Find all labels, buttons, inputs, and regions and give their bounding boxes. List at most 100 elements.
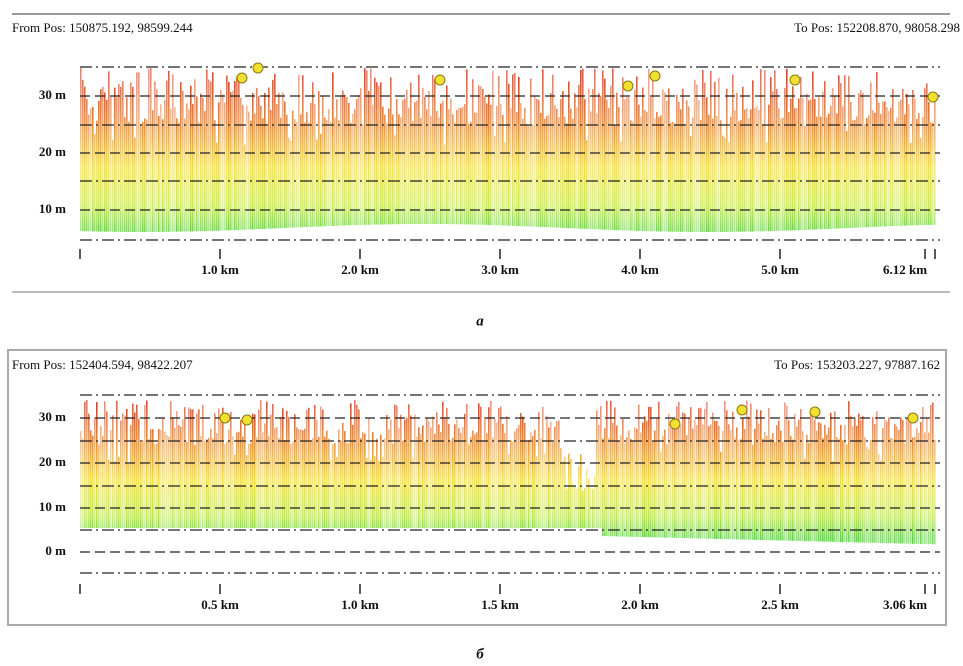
point-column — [904, 114, 906, 226]
point-column — [802, 98, 804, 230]
point-column — [446, 85, 448, 225]
point-column — [930, 122, 932, 225]
point-column — [864, 123, 866, 228]
point-column — [118, 84, 120, 232]
point-column — [160, 429, 162, 528]
point-column — [748, 416, 750, 540]
point-column — [90, 430, 92, 528]
point-column — [174, 107, 176, 232]
point-column — [494, 418, 496, 528]
point-column — [144, 405, 146, 528]
point-column — [750, 403, 752, 540]
point-column — [558, 420, 560, 528]
marker-point — [736, 404, 748, 416]
point-column — [272, 404, 274, 528]
point-column — [400, 414, 402, 528]
point-column — [130, 82, 132, 232]
point-column — [796, 107, 798, 231]
point-column — [120, 86, 122, 232]
point-column — [330, 460, 332, 528]
point-column — [684, 413, 686, 539]
point-column — [754, 428, 756, 540]
point-column — [114, 461, 116, 528]
point-column — [660, 115, 662, 232]
point-column — [280, 417, 282, 528]
point-column — [616, 92, 618, 231]
point-column — [206, 69, 208, 232]
point-column — [242, 436, 244, 528]
point-column — [228, 429, 230, 528]
point-column — [486, 433, 488, 528]
point-column — [908, 104, 910, 226]
point-column — [96, 402, 98, 528]
point-column — [302, 430, 304, 528]
point-column — [584, 99, 586, 229]
point-column — [606, 400, 608, 537]
point-column — [412, 121, 414, 225]
point-column — [450, 440, 452, 528]
point-column — [296, 427, 298, 528]
point-column — [620, 435, 622, 537]
point-column — [358, 94, 360, 226]
point-column — [792, 439, 794, 541]
point-column — [196, 96, 198, 232]
point-column — [760, 410, 762, 540]
point-column — [506, 416, 508, 528]
point-column — [612, 422, 614, 537]
point-column — [666, 444, 668, 538]
point-column — [350, 122, 352, 226]
point-column — [204, 111, 206, 232]
point-column — [490, 104, 492, 226]
point-column — [880, 114, 882, 227]
point-column — [454, 424, 456, 528]
point-column — [718, 425, 720, 539]
point-column — [564, 456, 566, 528]
point-column — [200, 435, 202, 528]
point-column — [368, 418, 370, 528]
point-column — [354, 400, 356, 528]
point-column — [356, 99, 358, 226]
point-column — [930, 405, 932, 545]
point-column — [656, 111, 658, 232]
point-column — [236, 432, 238, 528]
point-column — [650, 97, 652, 232]
marker-point — [241, 414, 253, 426]
point-column — [154, 81, 156, 232]
point-column — [306, 410, 308, 528]
point-column — [438, 424, 440, 528]
point-column — [632, 121, 634, 231]
point-column — [582, 490, 584, 528]
point-column — [388, 108, 390, 225]
point-column — [158, 429, 160, 528]
point-column — [96, 120, 98, 232]
point-column — [746, 400, 748, 540]
point-column — [738, 121, 740, 232]
point-column — [358, 409, 360, 528]
point-column — [310, 102, 312, 227]
point-column — [762, 124, 764, 232]
point-column — [756, 106, 758, 232]
point-column — [374, 456, 376, 528]
point-column — [340, 440, 342, 528]
point-column — [428, 421, 430, 528]
point-column — [648, 68, 650, 232]
point-column — [680, 109, 682, 232]
point-column — [384, 438, 386, 528]
point-column — [596, 410, 598, 528]
point-column — [842, 106, 844, 229]
point-column — [902, 419, 904, 544]
point-column — [606, 99, 608, 230]
point-column — [674, 426, 676, 538]
point-column — [310, 441, 312, 528]
point-column — [462, 106, 464, 225]
point-column — [664, 429, 666, 538]
point-column — [678, 402, 680, 538]
point-column — [172, 417, 174, 528]
point-column — [360, 88, 362, 225]
point-column — [402, 100, 404, 225]
point-column — [632, 440, 634, 537]
point-column — [710, 70, 712, 232]
point-column — [732, 411, 734, 540]
point-column — [94, 134, 96, 232]
point-column — [208, 79, 210, 231]
